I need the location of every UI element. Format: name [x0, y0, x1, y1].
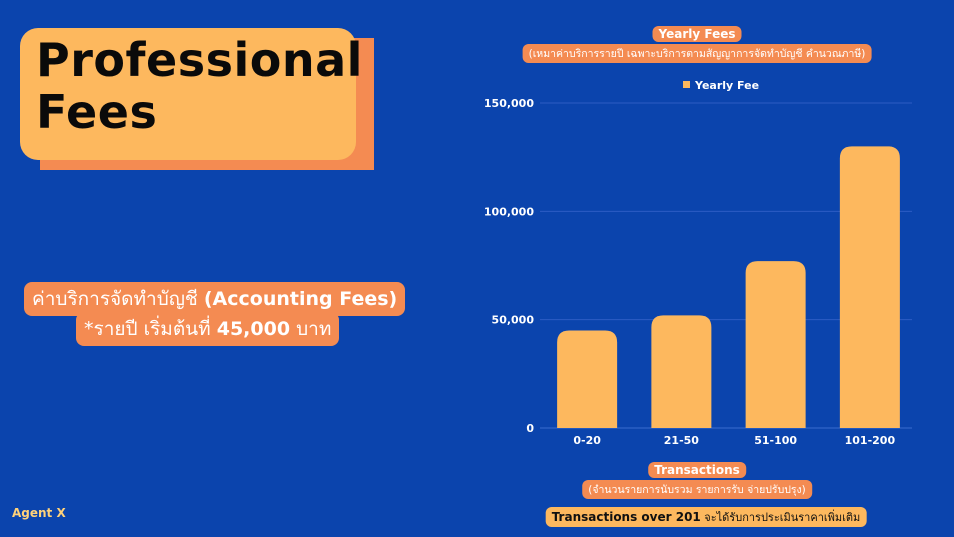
page-title: Professional Fees [36, 33, 363, 139]
title-box [20, 28, 356, 160]
transactions-note-bold: Transactions over 201 [551, 510, 701, 524]
x-tick-label: 51-100 [754, 434, 797, 447]
brand-label: Agent X [12, 506, 66, 520]
x-tick-label: 21-50 [664, 434, 700, 447]
bar [839, 146, 900, 429]
accounting-fees-en: (Accounting Fees) [203, 288, 398, 310]
chart-title: Yearly Fees [652, 26, 742, 42]
bar [557, 330, 618, 428]
starting-price-prefix: *รายปี เริ่มต้นที่ [84, 318, 217, 340]
y-tick-label: 0 [526, 422, 534, 435]
x-axis-sublabel: (จำนวนรายการนับรวม รายการรับ จ่ายปรับปรุ… [582, 480, 812, 499]
y-tick-label: 100,000 [484, 205, 534, 218]
page-title-line1: Professional [36, 33, 363, 87]
bar [745, 261, 806, 428]
chart-subtitle: (เหมาค่าบริการรายปี เฉพาะบริการตามสัญญาก… [522, 44, 872, 63]
page-title-line2: Fees [36, 85, 158, 139]
starting-price-line: *รายปี เริ่มต้นที่ 45,000 บาท [76, 312, 340, 346]
y-tick-label: 50,000 [492, 314, 535, 327]
bar [651, 315, 712, 428]
starting-price-suffix: บาท [290, 318, 332, 340]
x-tick-label: 0-20 [573, 434, 601, 447]
accounting-fees-line: ค่าบริการจัดทำบัญชี (Accounting Fees) [24, 282, 406, 316]
starting-price-amount: 45,000 [216, 318, 291, 340]
accounting-fees-thai: ค่าบริการจัดทำบัญชี [32, 288, 204, 310]
y-tick-label: 150,000 [484, 97, 534, 110]
transactions-note-rest: จะได้รับการประเมินราคาเพิ่มเติม [700, 511, 861, 524]
x-tick-label: 101-200 [845, 434, 896, 447]
legend-label: Yearly Fee [694, 79, 759, 92]
x-axis-label: Transactions [648, 462, 746, 478]
transactions-note: Transactions over 201 จะได้รับการประเมิน… [545, 507, 867, 527]
legend-swatch [683, 81, 690, 88]
